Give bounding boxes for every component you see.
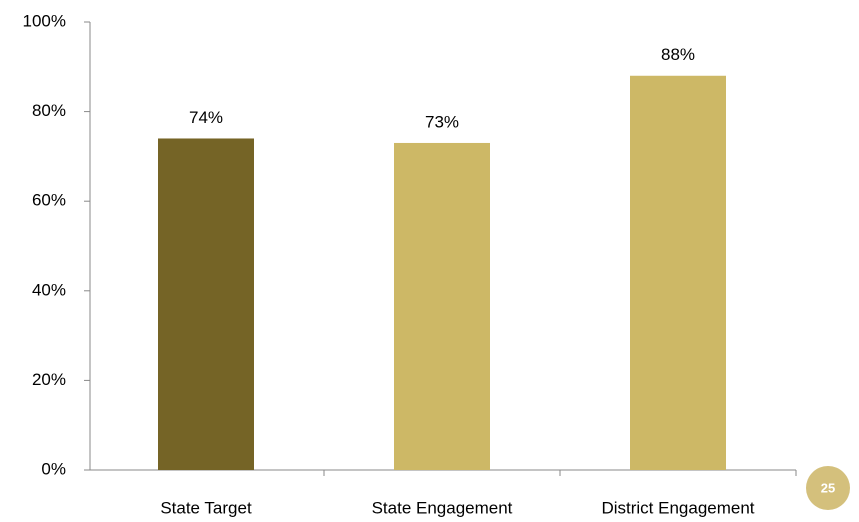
page-number: 25	[821, 480, 835, 495]
y-tick-label: 80%	[32, 101, 66, 120]
bar	[158, 138, 254, 471]
y-tick-label: 20%	[32, 370, 66, 389]
value-label: 74%	[189, 108, 223, 127]
y-tick-label: 100%	[23, 11, 66, 30]
bar	[630, 75, 726, 470]
y-tick-label: 60%	[32, 191, 66, 210]
x-tick-label: District Engagement	[601, 498, 754, 517]
value-label: 88%	[661, 45, 695, 64]
x-tick-label: State Target	[160, 498, 252, 517]
page-badge	[806, 466, 850, 510]
x-tick-label: State Engagement	[372, 498, 513, 517]
value-label: 73%	[425, 112, 459, 131]
y-tick-label: 40%	[32, 280, 66, 299]
bar	[394, 142, 490, 470]
y-tick-label: 0%	[41, 459, 66, 478]
